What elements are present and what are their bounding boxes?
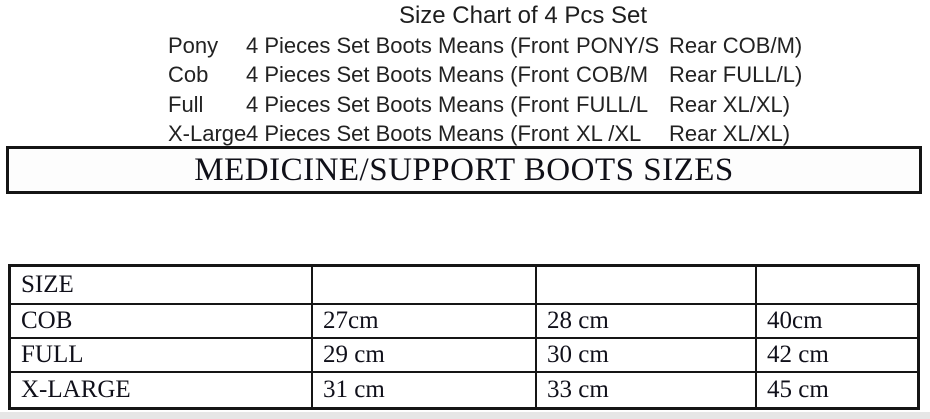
header-cell-size: SIZE [8, 264, 313, 305]
header-cell-blank [755, 264, 920, 305]
cell-measurement: 28 cm [535, 303, 757, 339]
cell-size-label: X-LARGE [8, 371, 313, 410]
medicine-boots-banner: MEDICINE/SUPPORT BOOTS SIZES [6, 146, 922, 194]
set-line-front-size: COB/M [576, 62, 649, 88]
set-line-pony: Pony 4 Pieces Set Boots Means (Front PON… [168, 31, 930, 61]
cell-measurement: 27cm [311, 303, 537, 339]
set-description-lines: Pony 4 Pieces Set Boots Means (Front PON… [168, 31, 930, 149]
image-bottom-edge [0, 412, 930, 419]
header-cell-blank [535, 264, 757, 305]
cell-size-label: COB [8, 303, 313, 339]
header-cell-blank [311, 264, 537, 305]
cell-size-label: FULL [8, 337, 313, 373]
cell-measurement: 45 cm [755, 371, 920, 410]
table-row-cob: COB 27cm 28 cm 40cm [8, 303, 920, 339]
set-line-xlarge: X-Large 4 Pieces Set Boots Means (Front … [168, 120, 930, 150]
set-line-phrase: 4 Pieces Set Boots Means (Front [246, 121, 569, 147]
page-title: Size Chart of 4 Pcs Set [398, 2, 648, 29]
set-line-front-size: XL /XL [576, 121, 642, 147]
cell-measurement: 31 cm [311, 371, 537, 410]
set-line-cob: Cob 4 Pieces Set Boots Means (Front COB/… [168, 61, 930, 91]
set-line-rear-size: Rear XL/XL) [669, 121, 791, 147]
boots-sizes-table: SIZE COB 27cm 28 cm 40cm FULL 29 cm 30 c… [8, 264, 920, 410]
set-line-label: Pony [168, 32, 219, 58]
cell-measurement: 33 cm [535, 371, 757, 410]
table-row-xlarge: X-LARGE 31 cm 33 cm 45 cm [8, 371, 920, 410]
set-line-label: X-Large [168, 121, 247, 147]
set-line-rear-size: Rear FULL/L) [669, 62, 803, 88]
table-header-row: SIZE [8, 264, 920, 305]
set-line-phrase: 4 Pieces Set Boots Means (Front [246, 32, 569, 58]
set-line-full: Full 4 Pieces Set Boots Means (Front FUL… [168, 90, 930, 120]
set-line-rear-size: Rear XL/XL) [669, 91, 791, 117]
set-line-label: Cob [168, 62, 209, 88]
set-line-front-size: PONY/S [576, 32, 660, 58]
cell-measurement: 40cm [755, 303, 920, 339]
cell-measurement: 42 cm [755, 337, 920, 373]
set-line-phrase: 4 Pieces Set Boots Means (Front [246, 91, 569, 117]
set-line-front-size: FULL/L [576, 91, 649, 117]
table-row-full: FULL 29 cm 30 cm 42 cm [8, 337, 920, 373]
set-line-label: Full [168, 91, 204, 117]
cell-measurement: 29 cm [311, 337, 537, 373]
cell-measurement: 30 cm [535, 337, 757, 373]
banner-title: MEDICINE/SUPPORT BOOTS SIZES [194, 151, 734, 188]
set-line-phrase: 4 Pieces Set Boots Means (Front [246, 62, 569, 88]
set-line-rear-size: Rear COB/M) [669, 32, 803, 58]
